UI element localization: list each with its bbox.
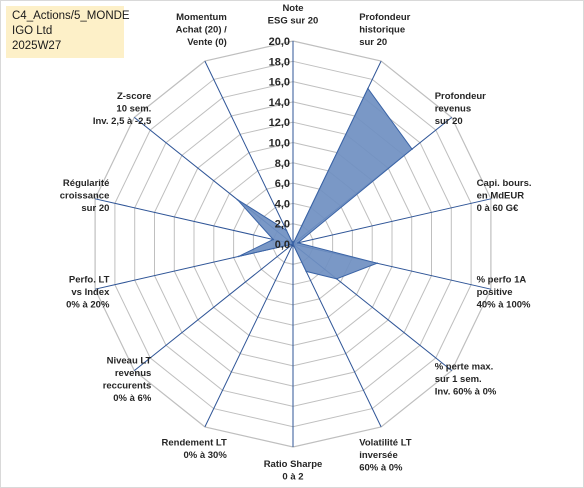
tick-label: 14,0 xyxy=(269,97,290,109)
tick-label: 0,0 xyxy=(275,239,290,251)
tick-label: 20,0 xyxy=(269,36,290,48)
tick-label: 8,0 xyxy=(275,158,290,170)
axis-label-line: vs Index xyxy=(71,287,110,298)
axis-label: Régularité croissance sur 20 xyxy=(60,178,110,214)
axis-label-line: Achat (20) / xyxy=(176,25,228,36)
axis-label: Profondeur revenus sur 20 xyxy=(435,91,486,127)
axis-label-line: 0 à 2 xyxy=(282,472,303,483)
axis-label-line: sur 20 xyxy=(435,116,463,127)
spoke-line xyxy=(133,243,294,371)
spoke-line xyxy=(204,243,294,428)
data-point xyxy=(376,262,378,265)
axis-label-line: Ratio Sharpe xyxy=(264,459,323,470)
axis-label-line: Régularité xyxy=(63,178,109,189)
radar-series xyxy=(236,87,413,280)
data-point xyxy=(272,238,275,241)
axis-label-line: Inv. 60% à 0% xyxy=(435,387,497,398)
axis-label-line: revenus xyxy=(115,368,151,379)
data-point xyxy=(285,229,288,232)
axis-label: Perfo. LT vs Index 0% à 20% xyxy=(66,275,110,311)
axis-label-line: % perfo 1A xyxy=(477,275,527,286)
spoke-line xyxy=(292,243,382,428)
axis-label: Volatilité LT inversée 60% à 0% xyxy=(359,438,412,474)
axis-label-line: 0 à 60 G€ xyxy=(477,203,519,214)
axis-label-line: Inv. 2,5 à -2,5 xyxy=(93,116,152,127)
info-category: C4_Actions/5_MONDE xyxy=(12,10,130,22)
axis-label-line: Momentum xyxy=(176,12,227,23)
spoke-line xyxy=(204,60,294,245)
axis-label-line: 0% à 20% xyxy=(66,300,110,311)
axis-label-line: Volatilité LT xyxy=(359,438,412,449)
spoke-line xyxy=(292,198,492,245)
tick-label: 10,0 xyxy=(269,138,290,150)
tick-label: 6,0 xyxy=(275,178,290,190)
tick-label: 16,0 xyxy=(269,77,290,89)
axis-label-line: 10 sem. xyxy=(116,104,151,115)
data-point xyxy=(297,242,299,244)
axis-label-line: Rendement LT xyxy=(162,438,227,449)
axis-label-line: Perfo. LT xyxy=(69,275,110,286)
axis-label: Capi. bours. en MdEUR 0 à 60 G€ xyxy=(477,178,532,214)
axis-label-line: 0% à 30% xyxy=(183,450,227,461)
axis-label-line: positive xyxy=(477,287,513,298)
axis-label: Rendement LT 0% à 30% xyxy=(162,438,228,462)
axis-label-line: Capi. bours. xyxy=(477,178,532,189)
axis-label: % perfo 1A positive 40% à 100% xyxy=(477,275,531,311)
tick-label: 12,0 xyxy=(269,117,290,129)
axis-label-line: sur 20 xyxy=(81,203,109,214)
tick-label: 2,0 xyxy=(275,219,290,231)
axis-label-line: Vente (0) xyxy=(187,37,227,48)
data-point xyxy=(305,270,308,273)
axis-label-line: 60% à 0% xyxy=(359,463,403,474)
info-box: C4_Actions/5_MONDE IGO Ltd 2025W27 xyxy=(6,6,130,58)
axis-label-line: Z-score xyxy=(117,91,151,102)
axis-label: Note ESG sur 20 xyxy=(268,3,319,27)
axis-label-line: Profondeur xyxy=(359,12,410,23)
axis-label-line: inversée xyxy=(359,450,398,461)
tick-label: 4,0 xyxy=(275,198,290,210)
data-point xyxy=(367,87,369,90)
axis-label: Z-score 10 sem. Inv. 2,5 à -2,5 xyxy=(93,91,152,127)
axis-label: Ratio Sharpe 0 à 2 xyxy=(264,459,323,483)
axis-label-line: en MdEUR xyxy=(477,191,525,202)
axis-label: % perte max. sur 1 sem. Inv. 60% à 0% xyxy=(435,362,497,398)
info-week: 2025W27 xyxy=(12,40,62,52)
axis-label-line: 0% à 6% xyxy=(113,393,152,404)
spoke-line xyxy=(94,198,294,245)
radar-axis-labels: Note ESG sur 20 Profondeur historique sur 20… xyxy=(60,3,532,483)
axis-label-line: historique xyxy=(359,25,405,36)
data-point xyxy=(236,198,239,201)
radar-tick-labels: 0,0 2,0 4,0 6,0 8,0 10,0 12,0 14,0 16,0 18,0 20,0 xyxy=(269,36,290,251)
axis-label: Niveau LT revenus reccurents 0% à 6% xyxy=(103,355,152,404)
axis-label-line: sur 20 xyxy=(359,37,387,48)
axis-label-line: ESG sur 20 xyxy=(268,16,319,27)
data-point xyxy=(411,148,413,150)
axis-label-line: revenus xyxy=(435,104,471,115)
data-point xyxy=(292,243,294,245)
axis-label-line: Niveau LT xyxy=(107,355,152,366)
axis-label-line: 40% à 100% xyxy=(477,300,531,311)
axis-label: Momentum Achat (20) / Vente (0) xyxy=(176,12,228,48)
axis-label: Profondeur historique sur 20 xyxy=(359,12,410,48)
data-point xyxy=(335,278,338,280)
data-point xyxy=(237,255,240,258)
axis-label-line: reccurents xyxy=(103,380,152,391)
tick-label: 18,0 xyxy=(269,56,290,68)
axis-label-line: sur 1 sem. xyxy=(435,374,482,385)
info-company: IGO Ltd xyxy=(12,25,53,37)
axis-label-line: Profondeur xyxy=(435,91,486,102)
axis-label-line: croissance xyxy=(60,191,110,202)
axis-label-line: % perte max. xyxy=(435,362,494,373)
axis-label-line: Note xyxy=(282,3,303,14)
